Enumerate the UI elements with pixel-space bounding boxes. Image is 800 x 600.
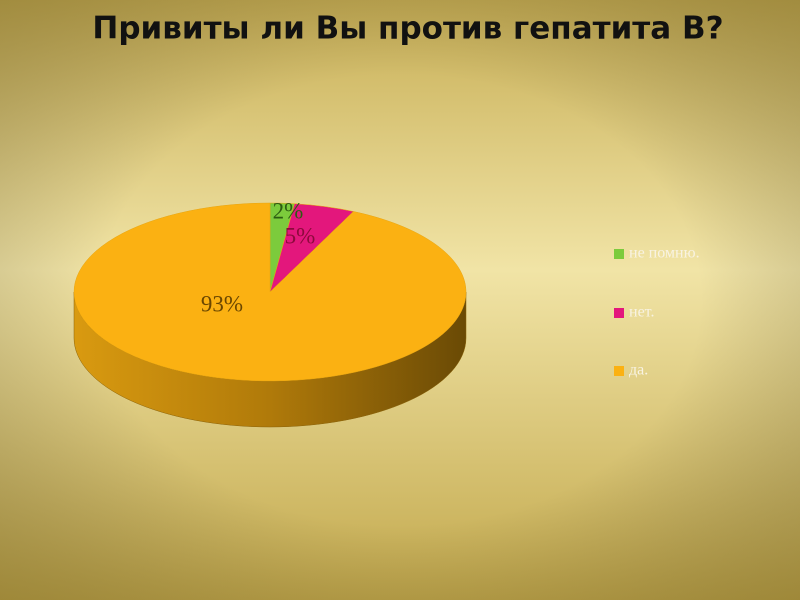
data-label: 5% <box>285 223 316 248</box>
pie-slice <box>73 202 467 382</box>
legend-label: да. <box>629 362 648 379</box>
pie-tops <box>73 202 467 382</box>
legend-label: нет. <box>629 304 654 321</box>
legend-swatch <box>614 249 624 259</box>
labels: 2% не помню. 5% нет. 93% да. <box>201 198 700 378</box>
legend-swatch <box>614 308 624 318</box>
data-label: 93% <box>201 291 243 316</box>
chart-title: Привиты ли Вы против гепатита В? <box>92 11 723 47</box>
legend-label: не помню. <box>629 245 700 262</box>
legend-swatch <box>614 366 624 376</box>
data-label: 2% <box>273 198 304 223</box>
